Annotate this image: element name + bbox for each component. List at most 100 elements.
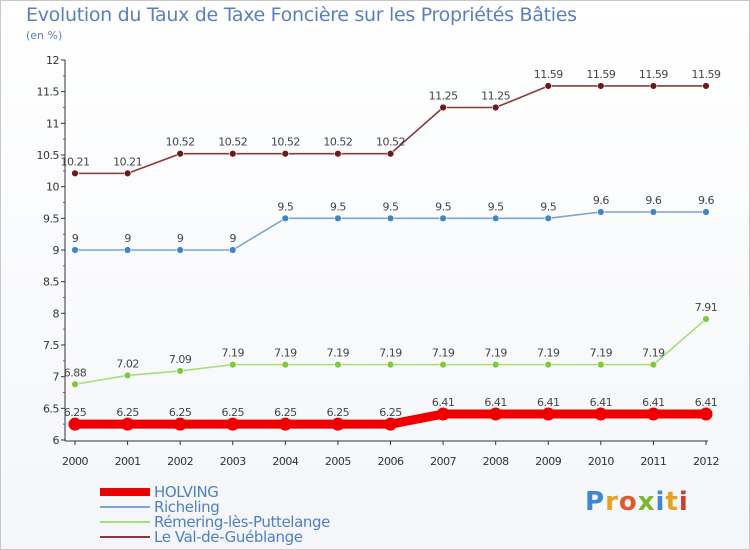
data-label: 6.41 (537, 396, 560, 409)
data-label: 10.52 (271, 136, 300, 149)
chart-title: Evolution du Taux de Taxe Foncière sur l… (26, 4, 577, 26)
data-label: 6.41 (432, 396, 455, 409)
chart-subtitle: (en %) (26, 29, 63, 42)
data-point (176, 246, 184, 254)
data-point (278, 417, 292, 431)
data-label: 7.02 (116, 357, 139, 370)
data-label: 6.25 (379, 406, 402, 419)
x-tick-label: 2001 (115, 455, 141, 468)
x-tick-label: 2007 (430, 455, 456, 468)
data-point (229, 246, 237, 254)
data-point (281, 150, 290, 158)
data-point (334, 214, 342, 223)
data-label: 10.21 (61, 155, 90, 168)
data-label: 11.25 (481, 90, 510, 103)
data-point (597, 208, 605, 216)
data-point (544, 360, 552, 369)
data-point (123, 169, 132, 178)
data-point (649, 360, 658, 369)
data-label: 10.52 (218, 136, 247, 149)
data-label: 6.41 (695, 396, 718, 409)
data-point (649, 208, 658, 216)
data-label: 9.5 (277, 200, 293, 213)
data-label: 6.25 (222, 406, 245, 419)
x-tick-label: 2003 (220, 455, 246, 468)
data-label: 9.5 (330, 200, 346, 213)
data-point (646, 407, 660, 421)
y-tick-label: 10 (46, 181, 59, 194)
data-label: 6.88 (64, 366, 87, 379)
x-tick-label: 2005 (325, 455, 351, 468)
data-label: 6.25 (327, 406, 350, 419)
logo-letter: r (605, 487, 619, 517)
data-point (121, 417, 135, 431)
data-point (229, 360, 237, 369)
y-tick-label: 6 (53, 434, 60, 447)
data-point (71, 380, 79, 388)
data-label: 7.19 (274, 347, 297, 360)
legend-label: Le Val-de-Guéblange (154, 528, 303, 546)
data-point (594, 407, 608, 421)
data-label: 9 (177, 232, 184, 245)
y-tick-label: 7.5 (43, 339, 59, 352)
data-point (439, 214, 447, 223)
x-tick-label: 2008 (483, 455, 509, 468)
data-point (229, 150, 237, 158)
x-tick-label: 2010 (588, 455, 614, 468)
data-label: 6.25 (169, 406, 192, 419)
data-label: 9.5 (488, 200, 504, 213)
data-point (176, 367, 184, 375)
data-point (439, 360, 447, 369)
data-label: 11.59 (639, 68, 668, 81)
data-label: 9 (124, 232, 131, 245)
data-point (544, 214, 552, 223)
data-label: 6.25 (274, 406, 297, 419)
data-point (702, 208, 710, 216)
data-point (173, 417, 187, 431)
y-tick-label: 12 (46, 54, 59, 67)
x-tick-label: 2002 (167, 455, 193, 468)
legend-swatch (100, 488, 150, 496)
data-point (71, 246, 79, 254)
legend-label: Richeling (154, 498, 220, 516)
legend-label: Rémering-lès-Puttelange (154, 513, 330, 531)
x-tick-label: 2000 (62, 455, 88, 468)
legend-swatch (100, 506, 150, 508)
data-label: 6.25 (64, 406, 87, 419)
x-tick-label: 2009 (535, 455, 561, 468)
data-point (699, 407, 713, 421)
data-label: 9.5 (435, 200, 451, 213)
data-point (123, 246, 132, 254)
data-label: 11.25 (429, 90, 458, 103)
data-point (386, 360, 395, 369)
data-label: 7.91 (695, 301, 718, 314)
data-point (384, 417, 397, 431)
logo-letter: t (665, 487, 679, 517)
legend-label: HOLVING (154, 483, 219, 501)
data-label: 9.6 (645, 194, 661, 207)
data-point (436, 407, 450, 421)
data-point (386, 150, 395, 158)
data-point (331, 417, 345, 431)
data-label: 6.25 (116, 406, 139, 419)
x-tick-label: 2006 (378, 455, 404, 468)
y-tick-label: 10.5 (37, 149, 60, 162)
data-label: 11.59 (534, 68, 563, 81)
logo-letter: x (637, 487, 656, 517)
data-point (489, 407, 503, 421)
data-label: 10.52 (376, 136, 405, 149)
data-label: 11.59 (586, 68, 615, 81)
data-point (68, 417, 82, 431)
legend-swatch (100, 521, 150, 523)
data-point (386, 214, 395, 223)
data-label: 6.41 (642, 396, 665, 409)
data-label: 7.19 (642, 347, 665, 360)
data-label: 7.19 (590, 347, 613, 360)
data-point (597, 360, 605, 369)
data-point (544, 82, 552, 90)
y-tick-label: 8 (53, 307, 60, 320)
data-point (123, 371, 132, 380)
data-point (71, 169, 79, 178)
data-label: 11.59 (692, 68, 721, 81)
